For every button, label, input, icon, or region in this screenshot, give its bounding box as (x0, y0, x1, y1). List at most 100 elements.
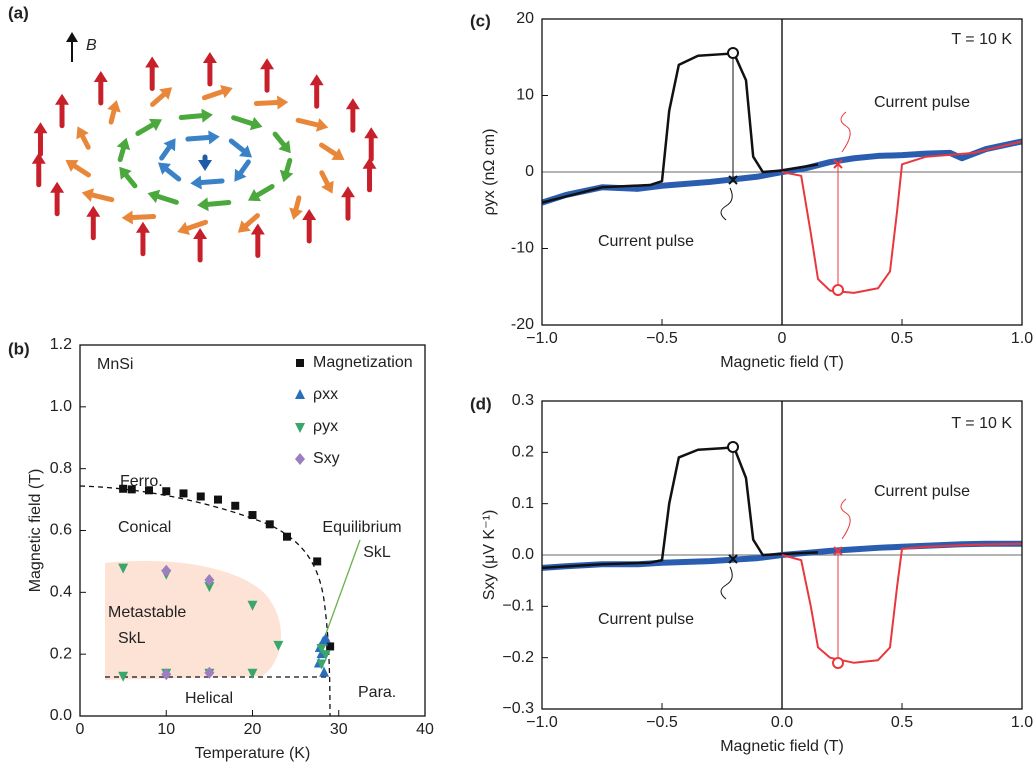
x-tick-label: −0.5 (646, 330, 678, 347)
marker (320, 650, 331, 661)
spin-arrow (150, 90, 169, 107)
annotation: SkL (363, 544, 391, 561)
switch-point (832, 284, 844, 296)
squiggle (720, 566, 733, 600)
spin-arrow (185, 134, 215, 142)
y-tick-label: 0.1 (512, 495, 534, 512)
marker (273, 640, 284, 651)
legend-label: Magnetization (313, 354, 413, 371)
x-tick-label: 0 (76, 721, 85, 738)
y-tick-label: -10 (511, 240, 534, 257)
spin-arrow-head (81, 188, 95, 202)
x-tick-label: 0 (778, 330, 787, 347)
panel-label: (c) (470, 11, 491, 30)
spin-arrow (319, 142, 341, 159)
spin-arrow (152, 193, 179, 205)
spin-arrow-head (65, 159, 79, 172)
marker (326, 642, 335, 651)
marker (283, 532, 291, 541)
marker (296, 359, 304, 367)
annotation: Helical (185, 690, 233, 707)
switch-point (727, 441, 739, 453)
spin-arrow-head (309, 74, 324, 86)
data-line (541, 52, 819, 204)
spin-arrow-head (279, 169, 294, 183)
spin-arrow-head (50, 181, 65, 193)
x-tick-label: 1.0 (1011, 330, 1033, 347)
spin-arrow-head (364, 127, 379, 139)
marker (295, 453, 305, 465)
y-tick-label: 0.0 (512, 546, 534, 563)
marker (204, 582, 215, 593)
marker (161, 668, 172, 681)
spin-arrow-head (190, 175, 202, 190)
marker (196, 492, 205, 501)
annotation: Current pulse (598, 233, 694, 250)
spin-arrow (231, 115, 258, 127)
spin-arrow-head (163, 138, 176, 152)
x-tick-label: −1.0 (526, 714, 558, 731)
spin-arrow-head (340, 186, 355, 198)
x-tick-label: 0.5 (891, 714, 913, 731)
spin-arrow-head (147, 189, 161, 204)
marker (214, 495, 222, 504)
marker (247, 668, 258, 679)
x-tick-label: 0.0 (771, 714, 793, 731)
spin-arrow-head (248, 189, 262, 202)
marker (248, 511, 257, 520)
annotation: T = 10 K (951, 31, 1012, 48)
spin-arrow-head (234, 168, 247, 182)
spin-arrow-head (249, 116, 263, 131)
spin-arrow-head (345, 98, 360, 110)
marker (162, 487, 171, 496)
spin-arrow-head (145, 56, 160, 68)
spin-arrow (195, 178, 225, 186)
annotation: Current pulse (598, 611, 694, 628)
spin-arrow (295, 117, 323, 129)
annotation: SkL (118, 630, 146, 647)
spin-arrow-head (277, 95, 289, 110)
spin-arrow-head (107, 100, 121, 113)
spin-arrow-head (302, 209, 317, 221)
plot-frame (79, 344, 426, 717)
y-axis-label: ρyx (nΩ cm) (481, 129, 498, 216)
marker (319, 666, 330, 677)
x-tick-label: 1.0 (1011, 714, 1033, 731)
data-line (781, 542, 1023, 664)
panel-label: (a) (8, 3, 29, 22)
y-tick-label: −0.2 (502, 649, 534, 666)
field-label: B (86, 37, 97, 54)
spin-arrow (202, 200, 232, 208)
skyrmion-illustration (31, 52, 379, 263)
spin-arrow-head (197, 197, 209, 212)
y-tick-label: 0.6 (50, 522, 72, 539)
x-tick-label: −0.5 (646, 714, 678, 731)
spin-arrow-head (148, 118, 162, 131)
spin-arrow-head (121, 210, 133, 225)
cross (728, 554, 738, 564)
marker (204, 573, 215, 586)
spin-arrow-head (119, 166, 132, 180)
legend-label: ρxx (313, 386, 338, 403)
spin-arrow (135, 120, 158, 136)
marker (118, 671, 129, 682)
y-tick-label: 0.2 (50, 645, 72, 662)
marker (316, 659, 327, 670)
spin-arrow-head (208, 130, 220, 145)
marker (204, 666, 215, 679)
legend-label: Sxy (313, 450, 340, 467)
spin-arrow (87, 191, 115, 203)
spin-arrow (161, 165, 182, 182)
spin-arrow-head (250, 223, 265, 235)
x-tick-label: −1.0 (526, 330, 558, 347)
spin-arrow-head (198, 160, 212, 171)
marker (316, 643, 327, 654)
panel-label: (d) (470, 394, 492, 413)
y-tick-label: −0.1 (502, 598, 534, 615)
spin-arrow-head (93, 70, 108, 82)
x-tick-label: 10 (157, 721, 175, 738)
y-tick-label: 1.0 (50, 398, 72, 415)
spin-arrow-head (177, 221, 190, 236)
x-axis-label: Magnetic field (T) (720, 738, 844, 755)
spin-arrow-head (193, 227, 208, 239)
